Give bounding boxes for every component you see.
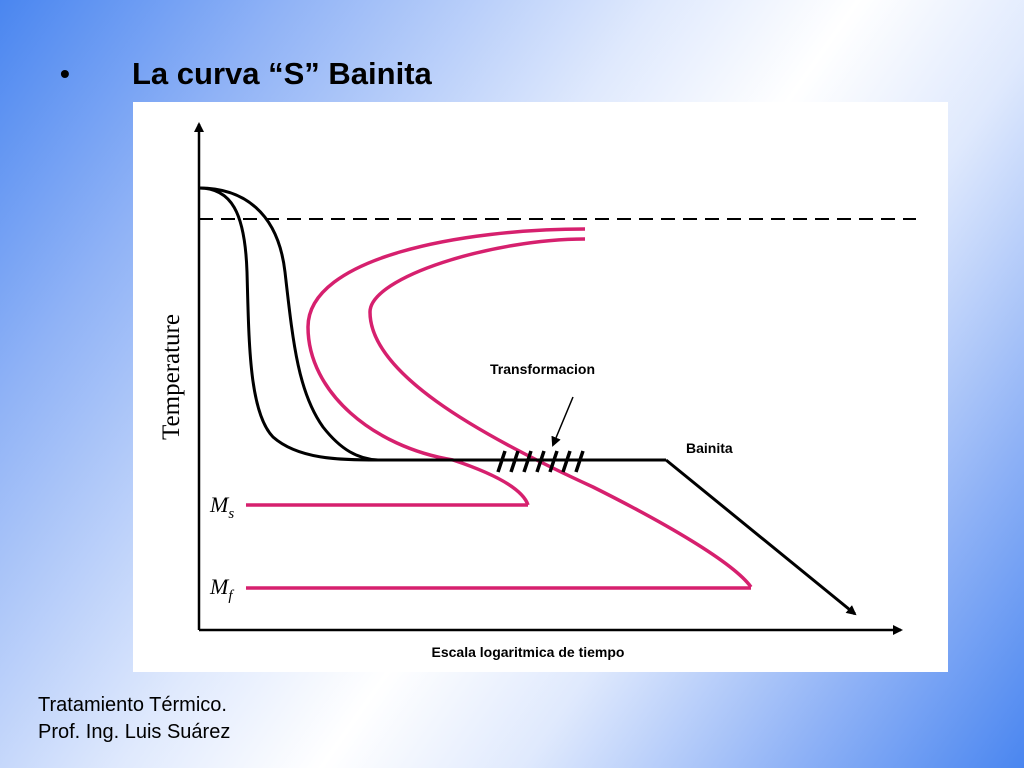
bainite-ttt-diagram: Temperature Escala logaritmica de tiempo… (133, 102, 948, 672)
bainite-hatching (496, 450, 585, 473)
slide-title: • La curva “S” Bainita (60, 52, 432, 96)
slide-title-text: La curva “S” Bainita (132, 56, 432, 91)
footer-course: Tratamiento Térmico. (38, 694, 227, 716)
ms-label: Ms (209, 492, 234, 522)
mf-label-sub: f (228, 588, 234, 604)
ms-label-main: M (209, 492, 230, 517)
mf-label-main: M (209, 574, 230, 599)
ms-label-sub: s (228, 506, 234, 522)
bainite-cooling-arrow (665, 458, 857, 616)
x-axis-label: Escala logaritmica de tiempo (432, 644, 625, 660)
cooling-curve-slow (198, 186, 379, 462)
cooling-curve-fast (198, 186, 379, 462)
ttt-curve-finish (368, 237, 753, 589)
footer: Tratamiento Térmico. Prof. Ing. Luis Suá… (38, 692, 230, 746)
transformation-pointer-arrow (551, 396, 574, 447)
bullet-point: • (60, 58, 70, 89)
transformation-label: Transformacion (490, 361, 595, 377)
y-axis-label: Temperature (158, 314, 185, 440)
footer-author: Prof. Ing. Luis Suárez (38, 721, 231, 743)
mf-label: Mf (209, 574, 234, 604)
ttt-curve-start (306, 227, 586, 506)
bainite-label: Bainita (686, 440, 733, 456)
